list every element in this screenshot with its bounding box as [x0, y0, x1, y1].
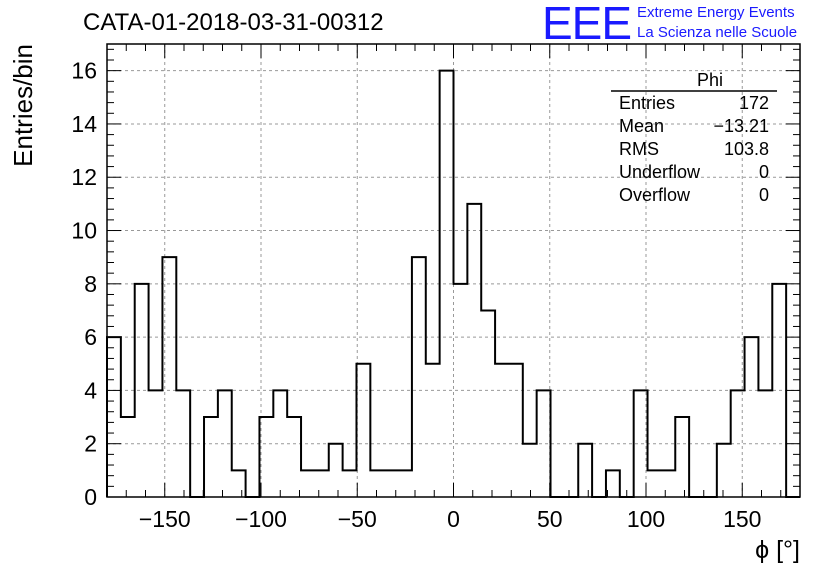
x-tick-label: −50	[338, 506, 377, 532]
x-axis-title: ϕ [°]	[755, 536, 800, 564]
y-tick-label: 6	[84, 324, 97, 350]
eee-logo: EEE	[542, 0, 632, 49]
histogram-bin	[287, 417, 301, 497]
y-tick-label: 10	[71, 218, 97, 244]
y-tick-label: 16	[71, 58, 97, 84]
y-tick-label: 0	[84, 484, 97, 510]
histogram-bin	[412, 257, 426, 497]
histogram-bin	[509, 364, 523, 497]
y-tick-label: 8	[84, 271, 97, 297]
stats-label-overflow: Overflow	[619, 185, 691, 205]
histogram-bin	[675, 417, 689, 497]
stats-value-underflow: 0	[758, 162, 769, 182]
stats-label-mean: Mean	[619, 116, 665, 136]
tick-labels: −150 −100 −50 0 50 100 150 0 2 4 6 8 10 12 14 16 ϕ [°] En…	[8, 44, 800, 564]
histogram-bin	[315, 470, 329, 497]
y-tick-label: 14	[71, 111, 97, 137]
logo-caption-line1: Extreme Energy Events	[637, 4, 795, 21]
histogram-bin	[107, 337, 121, 497]
histogram-outline	[106, 69, 800, 498]
histogram-bin	[661, 470, 675, 497]
histogram-bin	[758, 390, 772, 497]
x-tick-label: 150	[723, 506, 761, 532]
y-tick-label: 12	[71, 164, 97, 190]
logo-caption-line2: La Scienza nelle Scuole	[637, 24, 798, 41]
stats-box-title: Phi	[696, 70, 723, 90]
histogram-bin	[481, 310, 495, 497]
histogram-bin	[162, 257, 176, 497]
histogram-bin	[523, 444, 537, 497]
logo-caption: Extreme Energy Events La Scienza nelle S…	[637, 3, 797, 43]
histogram-bin	[176, 390, 190, 497]
histogram-bin	[648, 470, 662, 497]
histogram-bin	[578, 444, 592, 497]
x-tick-label: 0	[447, 506, 460, 532]
histogram-bin	[356, 364, 370, 497]
histogram-bin	[398, 470, 412, 497]
y-tick-label: 2	[84, 431, 97, 457]
x-tick-label: 100	[627, 506, 665, 532]
x-tick-label: −100	[235, 506, 287, 532]
y-tick-label: 4	[84, 377, 97, 403]
histogram-bin	[370, 470, 384, 497]
histogram-bin	[745, 337, 759, 497]
histogram-bin	[232, 470, 246, 497]
histogram-bin	[329, 444, 343, 497]
histogram-bars	[106, 69, 800, 498]
histogram-bin	[204, 417, 218, 497]
histogram-bin	[259, 417, 273, 497]
histogram-bin	[537, 390, 551, 497]
x-tick-label: 50	[537, 506, 563, 532]
stats-value-overflow: 0	[758, 185, 769, 205]
stats-value-rms: 103.8	[723, 139, 769, 159]
histogram-bin	[121, 417, 135, 497]
x-tick-label: −150	[139, 506, 191, 532]
y-axis-title: Entries/bin	[8, 44, 38, 167]
axes	[106, 43, 801, 498]
histogram-bin	[426, 364, 440, 497]
histogram-bin	[606, 470, 620, 497]
histogram-bin	[301, 470, 315, 497]
page-title: CATA-01-2018-03-31-00312	[83, 9, 384, 36]
stats-label-entries: Entries	[619, 93, 676, 113]
histogram-bin	[717, 444, 731, 497]
stats-value-mean: −13.21	[713, 116, 769, 136]
histogram-bin	[467, 204, 481, 497]
stats-label-rms: RMS	[619, 139, 659, 159]
stats-value-entries: 172	[738, 93, 769, 113]
histogram-bin	[495, 364, 509, 497]
stats-box-frame	[611, 90, 777, 92]
histogram-bin	[343, 470, 357, 497]
stats-label-underflow: Underflow	[619, 162, 701, 182]
histogram-bin	[135, 284, 149, 497]
